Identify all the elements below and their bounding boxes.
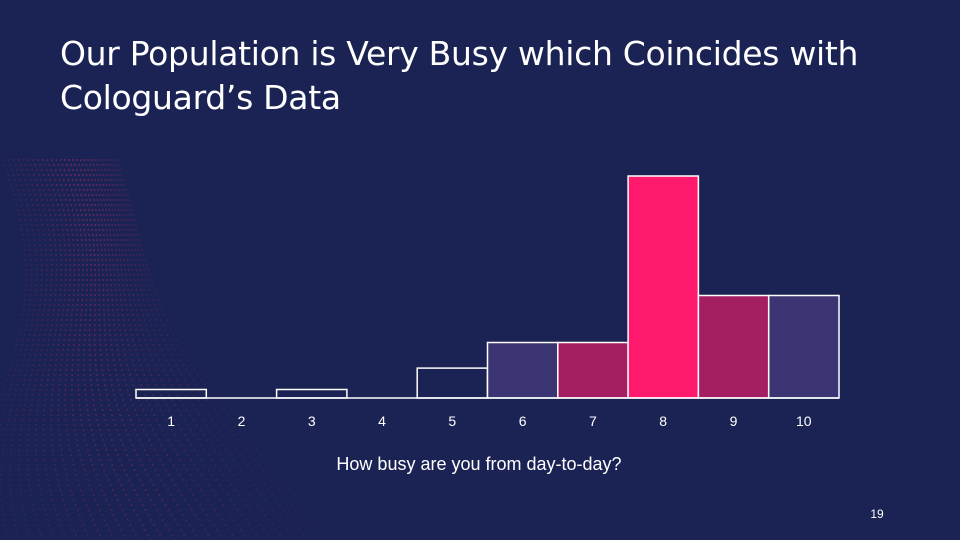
bar-8 <box>627 175 700 399</box>
x-tick-label: 9 <box>730 413 738 429</box>
slide-title: Our Population is Very Busy which Coinci… <box>60 34 859 117</box>
bar-9 <box>697 294 770 399</box>
page-number: 19 <box>870 507 884 521</box>
x-tick-label: 5 <box>448 413 456 429</box>
x-tick-label: 8 <box>659 413 667 429</box>
x-tick-label: 4 <box>378 413 386 429</box>
x-tick-label: 2 <box>238 413 246 429</box>
x-tick-label: 10 <box>796 413 812 429</box>
x-tick-label: 6 <box>519 413 527 429</box>
bar-7 <box>557 341 629 399</box>
bar-1 <box>135 388 208 399</box>
x-tick-label: 1 <box>167 413 175 429</box>
bar-5 <box>416 367 489 399</box>
wave-dots <box>0 159 330 540</box>
x-tick-label: 3 <box>308 413 316 429</box>
x-axis-title: How busy are you from day-to-day? <box>336 454 621 474</box>
bar-6 <box>486 341 559 399</box>
x-tick-label: 7 <box>589 413 597 429</box>
bar-3 <box>275 388 348 399</box>
bar-10 <box>767 294 840 399</box>
